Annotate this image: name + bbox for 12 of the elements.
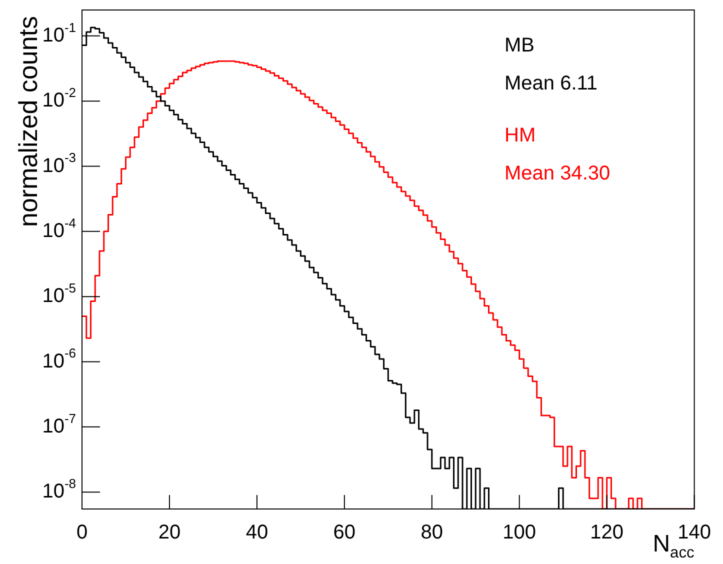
- x-tick-label: 0: [76, 522, 88, 544]
- x-tick-label: 40: [246, 522, 268, 544]
- text: HM: [504, 124, 536, 147]
- y-axis-title: normalized counts: [13, 16, 44, 227]
- x-tick-label: 60: [333, 522, 356, 544]
- x-tick-label: 120: [590, 522, 624, 544]
- x-tick-label: 80: [420, 522, 444, 544]
- annotation: Mean 6.11: [504, 72, 598, 95]
- text: MB: [504, 34, 534, 57]
- annotation: Mean 34.30: [504, 162, 610, 185]
- x-tick-label: 20: [158, 522, 181, 544]
- x-tick-label: 100: [502, 522, 536, 544]
